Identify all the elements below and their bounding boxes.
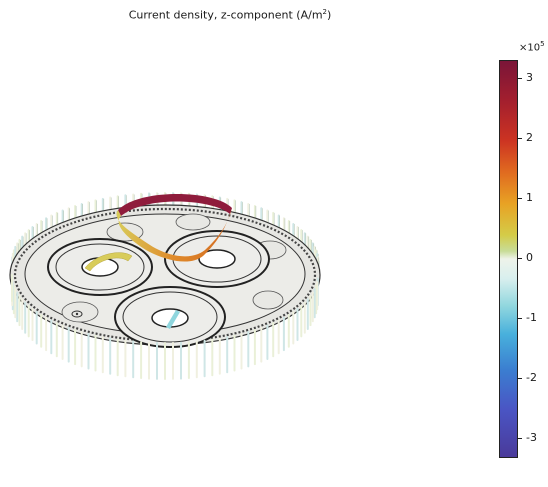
colorbar [499,60,518,458]
cable-3d-plot[interactable] [0,30,470,480]
colorbar-tick-label: 1 [526,191,533,204]
plot-title: Current density, z-component (A/m2) [0,8,460,22]
armor-wires-front [11,274,319,380]
colorbar-tick [517,378,522,379]
colorbar-tick [517,258,522,259]
colorbar-tick-label: 2 [526,131,533,144]
phase-conductor-3 [114,286,226,348]
colorbar-tick-label: -3 [526,431,537,444]
plot-title-text: Current density, z-component (A/m [128,8,323,22]
colorbar-tick [517,198,522,199]
colorbar-tick [517,318,522,319]
colorbar-tick [517,138,522,139]
colorbar-exponent-base: ×10 [519,42,541,54]
colorbar-tick-label: 0 [526,251,533,264]
colorbar-tick [517,78,522,79]
colorbar-tick [517,438,522,439]
phase-conductor-1 [47,238,153,296]
phase-conductor-2 [164,230,270,288]
fiber-element [71,310,83,318]
colorbar-tick-label: -2 [526,371,537,384]
current-ribbon-top [118,194,232,216]
colorbar-tick-label: 3 [526,71,533,84]
plot-title-unit-exponent: 2 [322,8,327,16]
current-ribbon-conductor-1 [84,252,133,272]
colorbar-exponent-power: 5 [540,40,545,48]
colorbar-tick-label: -1 [526,311,537,324]
plot-title-close: ) [327,8,332,22]
current-ribbon-side [116,208,232,262]
colorbar-exponent: ×105 [519,40,545,53]
